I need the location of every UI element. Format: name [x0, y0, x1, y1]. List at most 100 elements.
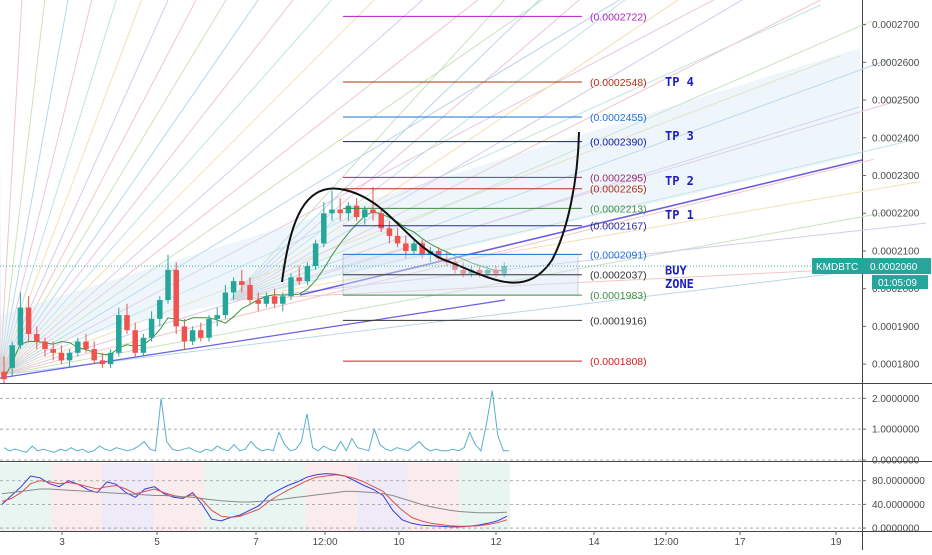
stochastic-line: [1, 473, 508, 528]
fan-line: [0, 0, 333, 376]
trend-line: [299, 159, 863, 296]
last-price-label: 0.0002060: [870, 262, 918, 273]
fib-level-label: (0.0002167): [590, 221, 647, 233]
candle-body: [304, 266, 311, 282]
stoch-background-band: [102, 463, 153, 531]
fib-level-label: (0.0002213): [590, 203, 647, 215]
candle-body: [9, 345, 15, 368]
candle-body: [230, 281, 237, 293]
candle-body: [214, 315, 220, 319]
candle-body: [280, 296, 286, 304]
fan-line: [0, 0, 197, 376]
x-tick-label: 3: [59, 537, 65, 548]
fan-line: [0, 212, 886, 376]
x-tick-label: 5: [154, 537, 160, 548]
candle-body: [263, 296, 270, 304]
countdown-label: 01:05:09: [878, 278, 917, 289]
candle-body: [452, 262, 458, 270]
candle-body: [206, 318, 212, 338]
indicator-y-tick-label: 80.0000000: [872, 476, 925, 487]
fib-level-label: (0.0002455): [590, 112, 647, 124]
candle-body: [83, 341, 89, 350]
candle-body: [124, 315, 130, 331]
fib-level-label: (0.0002037): [590, 270, 647, 282]
candle-body: [386, 228, 393, 236]
candle-body: [34, 333, 40, 342]
candle-body: [198, 330, 204, 338]
candle-body: [42, 341, 48, 350]
candle-body: [189, 330, 196, 342]
fan-line: [0, 0, 259, 376]
candle-body: [476, 269, 483, 274]
cup-pattern-curve: [281, 131, 580, 284]
fan-line: [229, 0, 679, 301]
indicator-y-tick-label: 0.0000000: [872, 524, 920, 535]
candle-body: [107, 352, 114, 365]
fan-line: [0, 4, 821, 376]
stochastic-line: [1, 488, 508, 514]
fan-line: [229, 59, 888, 301]
fan-line: [0, 0, 23, 376]
candle-body: [75, 341, 81, 353]
x-tick-label: 7: [253, 537, 259, 548]
stoch-background-band: [153, 463, 204, 531]
candle-body: [116, 315, 122, 353]
fan-line: [0, 54, 842, 376]
candle-body: [271, 296, 278, 304]
candle-body: [181, 326, 188, 342]
candle-body: [247, 284, 253, 301]
stoch-background-band: [408, 463, 459, 531]
fan-line: [229, 0, 541, 301]
indicator-y-tick-label: 2.0000000: [872, 394, 920, 405]
stoch-background-band: [51, 463, 102, 531]
stoch-background-band: [0, 463, 51, 531]
indicator-line: [3, 390, 509, 453]
candle-body: [321, 213, 327, 244]
fan-line: [229, 222, 926, 301]
candle-body: [485, 269, 491, 274]
candle-body: [25, 307, 32, 334]
fan-line: [0, 0, 93, 376]
indicator-y-tick-label: 40.0000000: [872, 500, 925, 511]
candle-body: [99, 360, 106, 365]
fan-line: [0, 0, 143, 376]
x-tick-label: 10: [393, 537, 405, 548]
indicator-y-tick-label: 0.0000000: [872, 456, 920, 467]
candle-body: [255, 300, 261, 304]
fan-line: [0, 0, 117, 376]
x-tick-label: 12:00: [312, 537, 337, 548]
x-tick-label: 17: [734, 537, 746, 548]
candle-body: [288, 277, 294, 297]
fib-level-label: (0.0002265): [590, 184, 647, 196]
fib-level-label: (0.0002295): [590, 172, 647, 184]
fib-level-label: (0.0001916): [590, 315, 647, 327]
channel-fill: [0, 48, 860, 355]
fan-line: [229, 0, 506, 301]
stochastic-line: [1, 474, 508, 527]
candle-body: [239, 281, 245, 285]
stoch-background-band: [306, 463, 357, 531]
fib-level-label: (0.0002548): [590, 77, 647, 89]
candle-body: [296, 277, 302, 282]
fib-level-label: (0.0001808): [590, 356, 647, 368]
candle-body: [66, 352, 73, 361]
y-tick-label: 0.0002000: [872, 284, 920, 295]
y-tick-label: 0.0002500: [872, 96, 920, 107]
x-tick-label: 12: [490, 537, 502, 548]
y-tick-label: 0.0001800: [872, 360, 920, 371]
candle-body: [493, 269, 499, 274]
y-tick-label: 0.0002100: [872, 246, 920, 257]
x-tick-label: 19: [830, 537, 842, 548]
moving-average-line: [3, 211, 505, 380]
candle-body: [370, 209, 376, 214]
candle-body: [345, 205, 352, 214]
fan-line: [229, 99, 901, 301]
fan-line: [0, 0, 69, 376]
fan-line: [0, 0, 227, 376]
x-tick-label: 14: [588, 537, 600, 548]
fan-line: [0, 0, 544, 376]
y-tick-label: 0.0002300: [872, 171, 920, 182]
annotation-label: BUY: [665, 264, 687, 278]
